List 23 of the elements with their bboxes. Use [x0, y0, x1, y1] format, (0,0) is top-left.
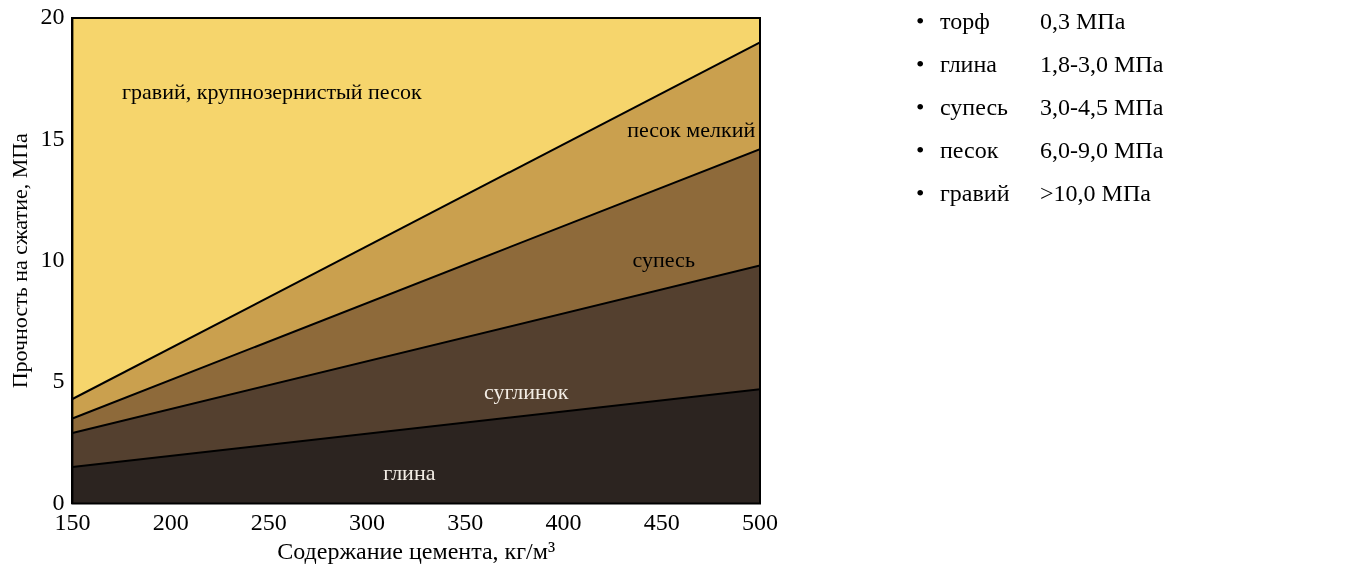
series-label: песок мелкий: [627, 116, 756, 142]
x-tick-label: 400: [545, 509, 582, 536]
series-label: суглинок: [483, 379, 569, 405]
y-tick-label: 10: [40, 246, 65, 272]
series-label: гравий, крупнозернистый песок: [121, 78, 422, 104]
x-tick-label: 300: [349, 509, 386, 536]
y-tick-label: 5: [52, 367, 65, 394]
series-label: супесь: [632, 247, 695, 273]
x-axis-title: Содержание цемента, кг/м³: [277, 537, 556, 564]
x-tick-label: 250: [250, 509, 287, 536]
text: • супесь 3,0-4,5 МПа: [916, 94, 1164, 120]
x-tick-label: 200: [152, 509, 189, 536]
text: • глина 1,8-3,0 МПа: [916, 51, 1164, 77]
x-tick-label: 500: [742, 509, 778, 536]
text: • гравий >10,0 МПа: [916, 180, 1151, 206]
x-tick-label: 350: [447, 509, 484, 536]
text: • песок 6,0-9,0 МПа: [916, 137, 1164, 163]
series-label: глина: [383, 460, 436, 486]
y-tick-label: 15: [40, 124, 65, 151]
text: • торф 0,3 МПа: [916, 8, 1126, 34]
x-tick-label: 450: [643, 509, 680, 536]
y-tick-label: 20: [40, 3, 65, 30]
y-axis-title: Прочность на сжатие, МПа: [6, 132, 32, 389]
